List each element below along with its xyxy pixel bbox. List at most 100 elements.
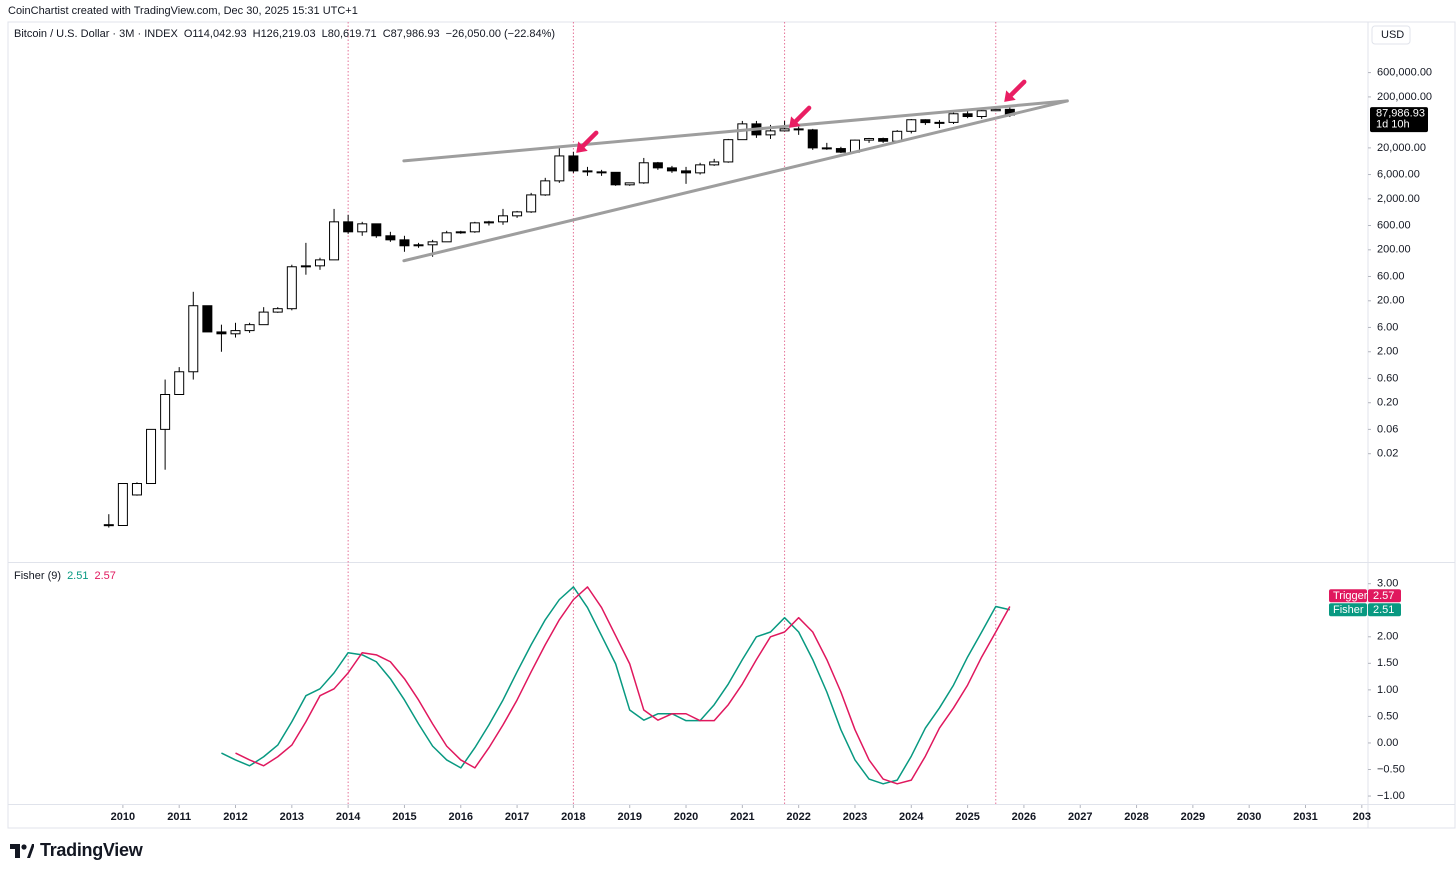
currency: USD bbox=[1381, 29, 1404, 41]
y-tick-label: 20.00 bbox=[1377, 295, 1405, 307]
candle-body bbox=[666, 167, 677, 172]
countdown: 1d 10h bbox=[1376, 118, 1410, 130]
indicator-last-value: 2.57 bbox=[94, 570, 116, 582]
y-tick-label: 2.00 bbox=[1377, 346, 1398, 358]
badge-name: Trigger bbox=[1333, 590, 1368, 602]
x-tick-label: 2013 bbox=[280, 811, 304, 823]
badge-value: 2.57 bbox=[1373, 590, 1394, 602]
y-tick-label: 0.02 bbox=[1377, 448, 1398, 460]
y-tick-label: 0.50 bbox=[1377, 710, 1398, 722]
y-tick-label: −0.50 bbox=[1377, 763, 1405, 775]
currency-box[interactable] bbox=[1371, 25, 1411, 45]
badge-name: Fisher bbox=[1333, 604, 1364, 616]
y-tick-label: 6,000.00 bbox=[1377, 168, 1420, 180]
candle-body bbox=[554, 155, 565, 182]
candle-body bbox=[455, 231, 466, 234]
candle-body bbox=[723, 139, 734, 163]
candle-body bbox=[779, 128, 790, 132]
candle-body bbox=[441, 232, 452, 243]
brand-name: TradingView bbox=[40, 840, 143, 860]
candle-body bbox=[357, 223, 368, 233]
ohlc-close: C87,986.93 bbox=[382, 28, 440, 40]
x-tick-label: 2016 bbox=[449, 811, 473, 823]
indicator-legend: Fisher (9) 2.51 2.57 bbox=[14, 570, 116, 582]
y-tick-label: 20,000.00 bbox=[1377, 142, 1426, 154]
last-price: 87,986.93 bbox=[1376, 107, 1425, 119]
y-tick-label: 2,000.00 bbox=[1377, 193, 1420, 205]
brand-logo bbox=[10, 843, 34, 858]
indicator-title: Fisher (9) bbox=[14, 570, 62, 582]
arrow-head bbox=[789, 116, 801, 128]
y-tick-label: 1.50 bbox=[1377, 657, 1398, 669]
y-tick-label: 2.00 bbox=[1377, 631, 1398, 643]
indicator-line bbox=[235, 586, 1011, 785]
arrow-shaft bbox=[792, 105, 812, 125]
x-tick-label: 2030 bbox=[1237, 811, 1261, 823]
trend-line bbox=[402, 99, 1069, 163]
candle-body bbox=[244, 324, 255, 332]
badge-value-box bbox=[1368, 603, 1401, 617]
x-tick-label: 2029 bbox=[1181, 811, 1205, 823]
frame bbox=[7, 21, 1456, 829]
candle-body bbox=[610, 171, 621, 186]
candle-body bbox=[526, 194, 537, 213]
y-tick-label: 0.20 bbox=[1377, 397, 1398, 409]
candle-body bbox=[413, 244, 424, 247]
x-tick-label: 2028 bbox=[1124, 811, 1148, 823]
x-tick-label: 2031 bbox=[1293, 811, 1317, 823]
y-tick-label: 1.00 bbox=[1377, 684, 1398, 696]
candle-body bbox=[483, 221, 494, 224]
candle-body bbox=[920, 119, 931, 124]
arrow-shaft bbox=[1007, 79, 1027, 99]
candle-body bbox=[258, 311, 269, 326]
candle-body bbox=[202, 305, 213, 333]
candle-body bbox=[174, 371, 185, 396]
arrow-head bbox=[576, 141, 588, 153]
x-tick-label: 2024 bbox=[899, 811, 924, 823]
ohlc-change: −26,050.00 (−22.84%) bbox=[445, 28, 556, 40]
x-tick-label: 2022 bbox=[786, 811, 810, 823]
candle-body bbox=[385, 235, 396, 241]
candle-body bbox=[807, 129, 818, 149]
y-tick-label: 600.00 bbox=[1377, 219, 1411, 231]
candle-body bbox=[343, 221, 354, 233]
x-tick-label: 2020 bbox=[674, 811, 698, 823]
candle-body bbox=[230, 330, 241, 335]
x-tick-label: 2010 bbox=[111, 811, 135, 823]
y-tick-label: 60.00 bbox=[1377, 270, 1405, 282]
symbol-title: Bitcoin / U.S. Dollar · 3M · INDEX bbox=[14, 28, 178, 40]
candle-body bbox=[976, 110, 987, 118]
candle-body bbox=[117, 483, 128, 527]
y-tick-label: 200,000.00 bbox=[1377, 91, 1432, 103]
ohlc-open: O114,042.93 bbox=[183, 28, 247, 40]
x-tick-label: 2021 bbox=[730, 811, 754, 823]
candle-body bbox=[864, 138, 875, 141]
trend-line bbox=[402, 99, 1069, 263]
candle-body bbox=[878, 138, 889, 142]
badge-value-box bbox=[1368, 589, 1401, 603]
branding[interactable]: TradingView bbox=[10, 840, 143, 861]
x-tick-label: 2018 bbox=[561, 811, 585, 823]
y-tick-label: 0.06 bbox=[1377, 423, 1398, 435]
candle-body bbox=[793, 128, 804, 131]
x-tick-label: 2027 bbox=[1068, 811, 1092, 823]
candle-body bbox=[906, 119, 917, 132]
indicator-last-value: 2.51 bbox=[67, 570, 89, 582]
x-tick-label: 2023 bbox=[843, 811, 867, 823]
candle-body bbox=[948, 113, 959, 123]
candle-body bbox=[512, 211, 523, 217]
candle-body bbox=[695, 164, 706, 174]
candle-body bbox=[582, 170, 593, 173]
main-legend: Bitcoin / U.S. Dollar · 3M · INDEX O114,… bbox=[14, 28, 555, 40]
candle-body bbox=[469, 222, 480, 233]
y-tick-label: 600,000.00 bbox=[1377, 67, 1432, 79]
candle-body bbox=[314, 259, 325, 267]
y-tick-label: 0.60 bbox=[1377, 372, 1398, 384]
candle-body bbox=[638, 162, 649, 184]
badge-value: 2.51 bbox=[1373, 604, 1394, 616]
candle-body bbox=[103, 524, 114, 527]
candle-body bbox=[540, 180, 551, 196]
x-tick-label: 2017 bbox=[505, 811, 529, 823]
